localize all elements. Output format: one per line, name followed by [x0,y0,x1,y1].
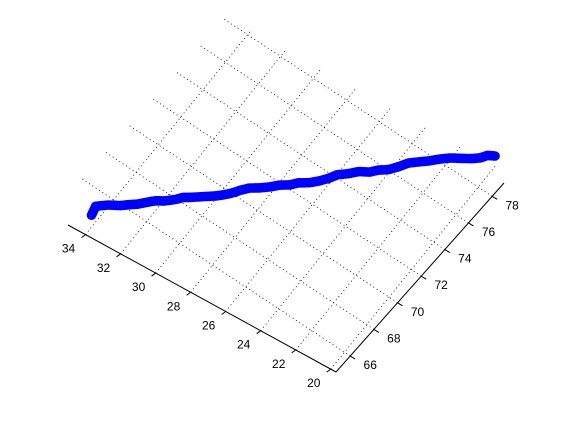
grid-line-right-68 [104,151,375,330]
right-tick-label-78: 78 [505,198,519,212]
grid-line-right-70 [128,124,398,304]
right-tick-68 [373,328,380,333]
right-tick-label-76: 76 [482,225,496,239]
right-axis-line [335,182,505,373]
right-tick-label-72: 72 [435,278,449,292]
left-tick-label-30: 30 [132,280,146,294]
grid-line-right-74 [175,71,446,250]
grid-line-right-76 [199,44,469,224]
left-tick-24 [256,330,261,335]
right-tick-76 [468,222,474,227]
grid-line-left-32 [120,50,286,255]
left-tick-label-26: 26 [202,318,216,332]
right-tick-70 [397,302,403,307]
left-tick-label-28: 28 [167,299,181,313]
grid-line-left-30 [155,69,321,274]
right-tick-label-66: 66 [364,358,378,372]
right-tick-74 [444,249,451,253]
right-tick-label-70: 70 [411,305,425,319]
right-tick-66 [349,355,356,360]
left-tick-20 [326,368,332,373]
grid-line-left-20 [330,165,496,370]
left-tick-34 [81,234,86,239]
right-tick-label-74: 74 [458,252,472,266]
left-tick-label-24: 24 [237,338,251,352]
right-tick-label-68: 68 [387,331,401,345]
left-tick-label-34: 34 [62,242,76,256]
data-point-294 [490,151,500,161]
axes [67,182,505,373]
left-tick-30 [151,272,156,277]
data-series [86,150,500,220]
tick-labels: 20 22 24 26 28 30 32 34 66 68 70 72 74 76 78 [62,198,519,390]
left-tick-22 [291,349,297,354]
left-tick-label-20: 20 [307,376,321,390]
grid-line-left-24 [260,127,426,331]
left-tick-label-32: 32 [97,261,111,275]
left-tick-32 [116,253,121,258]
left-tick-28 [186,291,191,296]
grid-line-right-72 [151,97,422,277]
right-tick-78 [491,195,498,200]
grid-line-left-26 [225,108,391,312]
left-tick-label-22: 22 [272,357,286,371]
left-tick-26 [221,311,226,315]
left-axis-line [67,224,337,373]
grid-line-right-78 [222,18,493,197]
right-tick-72 [420,275,427,280]
grid [80,18,496,370]
